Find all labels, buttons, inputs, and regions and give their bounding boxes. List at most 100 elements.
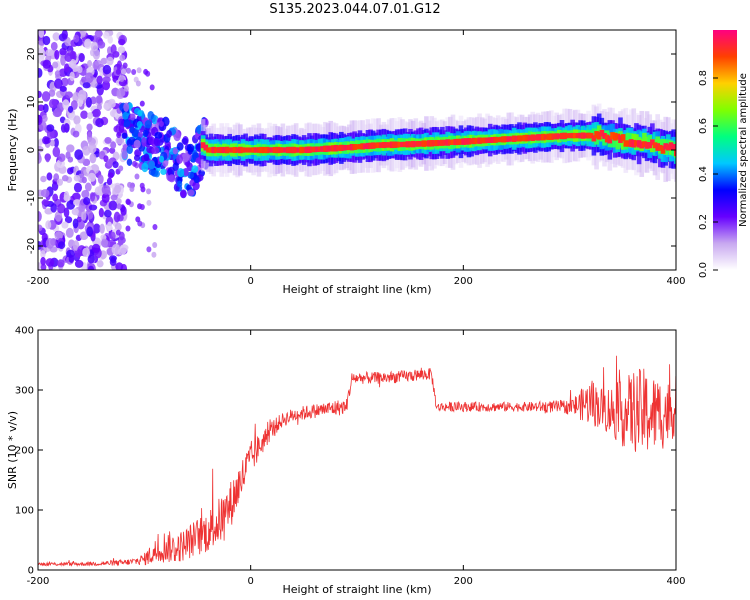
spectrogram-cell: [66, 200, 76, 210]
spectrogram-ridge-cell: [594, 131, 599, 139]
spectrogram-cell: [180, 190, 187, 198]
spectrogram-ridge-cell: [219, 146, 225, 154]
spectrogram-ridge-cell: [503, 136, 509, 143]
spectrogram-ridge-cell: [352, 144, 357, 150]
colorbar: 0.0 0.2 0.4 0.6 0.8 Normalized spectral ampl…: [698, 30, 749, 278]
spectrogram-cell: [58, 153, 66, 162]
spectrogram-cell: [117, 46, 126, 54]
spectrogram-ridge-cell: [527, 135, 533, 141]
spectrogram-ridge-cell: [434, 139, 440, 147]
spectrogram-cell: [186, 143, 195, 153]
spectrogram-ridge-cell: [541, 133, 546, 141]
spectrogram-ridge-cell: [493, 136, 498, 143]
spectrogram-ridge-cell: [339, 144, 344, 152]
spectrogram-cell: [92, 49, 101, 60]
spectrogram-cell: [83, 197, 91, 206]
spectrogram-ridge-cell: [296, 147, 302, 153]
spectrogram-ridge-cell: [610, 132, 615, 140]
spectrogram-ytick-label: 20: [26, 48, 37, 61]
spectrogram-ridge-cell: [200, 142, 206, 149]
spectrogram-ridge-cell: [243, 147, 248, 153]
spectrogram-cell: [38, 90, 42, 99]
spectrogram-ridge-cell: [533, 135, 538, 141]
spectrogram-ridge-cell: [620, 134, 626, 142]
spectrogram-ridge-cell: [214, 147, 219, 153]
spectrogram-ridge-cell: [349, 143, 355, 151]
spectrogram-ridge-cell: [658, 144, 663, 151]
spectrogram-cell: [38, 262, 42, 270]
spectrogram-cell: [38, 30, 45, 38]
spectrogram-cell: [79, 231, 89, 241]
spectrogram-ridge-cell: [293, 147, 299, 153]
spectrogram-cell: [104, 136, 112, 144]
spectrogram-cell: [54, 49, 60, 60]
spectrogram-cell: [101, 184, 111, 195]
spectrogram-cell: [52, 32, 61, 41]
spectrogram-cell: [126, 67, 132, 74]
spectrogram-cell: [73, 115, 81, 125]
spectrogram-cell: [97, 40, 106, 49]
spectrogram-cell: [86, 226, 94, 237]
spectrogram-cell: [147, 110, 155, 120]
spectrogram-cell: [67, 156, 74, 163]
spectrogram-cell: [87, 172, 96, 182]
spectrogram-ytick-label: -10: [26, 190, 37, 206]
spectrogram-ridge-cell: [538, 134, 544, 141]
spectrogram-cell: [107, 100, 116, 108]
spectrogram-ridge-cell: [360, 143, 365, 150]
spectrogram-ridge-cell: [554, 133, 559, 140]
spectrogram-cell: [38, 153, 42, 164]
spectrogram-ridge-cell: [647, 142, 653, 149]
spectrogram-cell: [118, 165, 124, 172]
spectrogram-cell: [110, 256, 117, 264]
spectrogram-cell: [115, 229, 121, 236]
spectrogram-cell: [45, 238, 55, 249]
spectrogram-cell: [158, 120, 164, 127]
spectrogram-ridge-cell: [272, 146, 278, 154]
spectrogram-ridge-cell: [222, 147, 227, 153]
spectrogram-ridge-cell: [323, 145, 328, 153]
spectrogram-ridge-cell: [365, 142, 371, 150]
spectrogram-ridge-cell: [392, 141, 397, 148]
spectrogram-cell: [129, 126, 135, 133]
spectrogram-ridge-cell: [482, 137, 488, 144]
spectrogram-ridge-cell: [634, 140, 639, 147]
spectrogram-cell: [72, 218, 79, 229]
snr-ytick-label: 100: [15, 506, 34, 517]
spectrogram-cell: [81, 210, 87, 221]
spectrogram-cell: [38, 104, 45, 112]
spectrogram-ridge-cell: [216, 147, 222, 153]
spectrogram-ridge-cell: [421, 140, 427, 147]
spectrogram-ridge-cell: [626, 132, 631, 146]
spectrogram-cell: [38, 46, 45, 54]
spectrogram-cell: [181, 152, 190, 163]
spectrogram-ridge-cell: [440, 139, 445, 146]
spectrogram-ridge-cell: [424, 140, 429, 147]
spectrogram-ridge-cell: [275, 146, 280, 154]
spectrogram-cell: [84, 72, 94, 84]
spectrogram-ridge-cell: [575, 133, 581, 139]
spectrogram-cell: [87, 265, 95, 270]
spectrogram-cell: [38, 146, 44, 153]
spectrogram-ridge-cell: [618, 135, 623, 144]
spectrogram-ridge-cell: [567, 133, 573, 139]
spectrogram-cell: [136, 67, 142, 74]
spectrogram-ridge-cell: [448, 139, 453, 145]
spectrogram-ridge-cell: [344, 145, 349, 151]
spectrogram-ridge-cell: [256, 147, 262, 153]
spectrogram-cell: [96, 260, 104, 268]
spectrogram-xtick-label: 200: [454, 276, 473, 287]
spectrogram-ridge-cell: [368, 142, 373, 149]
spectrogram-axes: -200 0 200 400 -20 -10 0 10 20: [26, 30, 686, 287]
spectrogram-ridge-cell: [355, 144, 360, 150]
spectrogram-cell: [40, 175, 47, 183]
spectrogram-ridge-cell: [304, 146, 310, 154]
colorbar-label: Normalized spectral amplitude: [738, 73, 749, 227]
spectrogram-cell: [122, 112, 129, 120]
snr-marks: [38, 355, 676, 567]
spectrogram-ridge-cell: [341, 144, 347, 151]
spectrogram-cell: [54, 211, 63, 222]
spectrogram-ridge-cell: [301, 147, 307, 153]
spectrogram-cell: [133, 154, 141, 162]
spectrogram-cell: [42, 59, 52, 69]
